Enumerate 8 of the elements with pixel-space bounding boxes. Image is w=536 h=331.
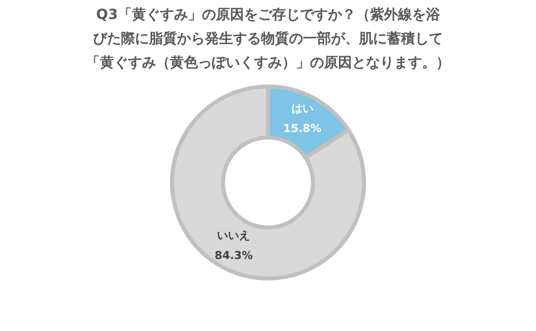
- data-label: 15.8%: [283, 122, 322, 136]
- data-label: 84.3%: [214, 248, 253, 262]
- slice-label: はい: [291, 102, 314, 116]
- slice-label: いいえ: [217, 228, 250, 242]
- text: びた際に脂質から発生する物質の一部が、肌に蓄積して: [93, 31, 443, 47]
- text: Q3「黄ぐすみ」の原因をご存じですか？（紫外線を浴: [96, 7, 440, 23]
- donut-slice: [170, 84, 366, 280]
- text: 「黄ぐすみ（黄色っぽいくすみ）」の原因となります。）: [86, 55, 450, 71]
